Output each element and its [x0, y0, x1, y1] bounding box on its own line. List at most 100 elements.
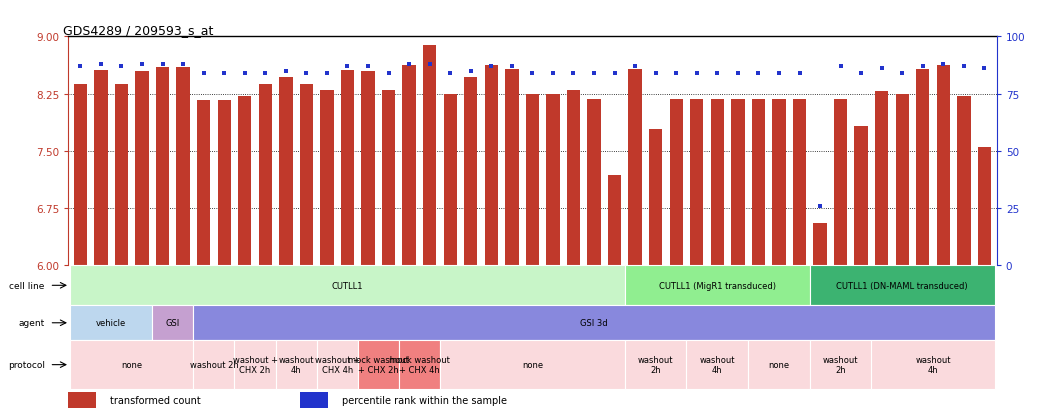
Point	[277, 68, 294, 75]
Point	[380, 71, 397, 77]
Bar	[875, 91, 888, 266]
Bar	[358, 341, 399, 389]
Text: washout
4h: washout 4h	[699, 355, 735, 375]
Bar	[156, 68, 170, 266]
Bar	[135, 71, 149, 266]
Bar	[300, 392, 328, 408]
Point	[709, 71, 726, 77]
Bar	[68, 392, 96, 408]
Text: mock washout
+ CHX 2h: mock washout + CHX 2h	[348, 355, 408, 375]
Text: CUTLL1 (MigR1 transduced): CUTLL1 (MigR1 transduced)	[659, 281, 776, 290]
Bar	[587, 100, 601, 266]
Point	[113, 64, 130, 70]
Text: percentile rank within the sample: percentile rank within the sample	[342, 395, 507, 405]
Bar	[711, 100, 723, 266]
Text: washout 2h: washout 2h	[190, 360, 239, 369]
Bar	[690, 100, 704, 266]
Point	[750, 71, 766, 77]
Bar	[669, 100, 683, 266]
Bar	[464, 78, 477, 266]
Bar	[752, 100, 765, 266]
Point	[360, 64, 377, 70]
Point	[524, 71, 540, 77]
Bar	[341, 71, 354, 266]
Point	[196, 71, 213, 77]
Text: mock washout
+ CHX 4h: mock washout + CHX 4h	[388, 355, 450, 375]
Bar	[152, 305, 194, 341]
Bar	[547, 94, 560, 266]
Text: washout
2h: washout 2h	[638, 355, 673, 375]
Point	[976, 66, 993, 73]
Point	[852, 71, 869, 77]
Point	[565, 71, 582, 77]
Bar	[505, 70, 518, 266]
Point	[339, 64, 356, 70]
Point	[401, 61, 418, 68]
Point	[504, 64, 520, 70]
Point	[832, 64, 849, 70]
Text: washout +
CHX 2h: washout + CHX 2h	[232, 355, 277, 375]
Bar	[625, 341, 687, 389]
Point	[463, 68, 480, 75]
Point	[585, 71, 602, 77]
Point	[606, 71, 623, 77]
Point	[134, 61, 151, 68]
Bar	[916, 70, 930, 266]
Text: CUTLL1 (DN-MAML transduced): CUTLL1 (DN-MAML transduced)	[837, 281, 968, 290]
Bar	[809, 341, 871, 389]
Bar	[399, 341, 440, 389]
Bar	[238, 97, 251, 266]
Bar	[566, 90, 580, 266]
Bar	[440, 341, 625, 389]
Bar	[731, 100, 744, 266]
Bar	[361, 71, 375, 266]
Point	[442, 71, 459, 77]
Bar	[773, 100, 785, 266]
Point	[154, 61, 171, 68]
Bar	[382, 90, 396, 266]
Bar	[871, 341, 995, 389]
Text: none: none	[521, 360, 543, 369]
Point	[92, 61, 109, 68]
Bar	[423, 45, 437, 266]
Bar	[978, 148, 992, 266]
Bar	[235, 341, 275, 389]
Text: transformed count: transformed count	[110, 395, 201, 405]
Point	[811, 203, 828, 210]
Bar	[299, 85, 313, 266]
Text: washout
4h: washout 4h	[279, 355, 314, 375]
Bar	[197, 100, 210, 266]
Point	[237, 71, 253, 77]
Point	[730, 71, 747, 77]
Bar	[649, 130, 663, 266]
Bar	[70, 266, 625, 305]
Bar	[749, 341, 809, 389]
Bar	[444, 94, 456, 266]
Bar	[94, 71, 108, 266]
Bar	[937, 66, 950, 266]
Bar	[218, 100, 231, 266]
Bar	[177, 68, 190, 266]
Text: vehicle: vehicle	[96, 318, 127, 328]
Text: agent: agent	[19, 318, 45, 328]
Bar	[194, 305, 995, 341]
Bar	[833, 100, 847, 266]
Point	[873, 66, 890, 73]
Bar	[814, 223, 827, 266]
Bar	[316, 341, 358, 389]
Bar	[854, 127, 868, 266]
Text: washout
4h: washout 4h	[915, 355, 951, 375]
Point	[216, 71, 232, 77]
Point	[956, 64, 973, 70]
Point	[647, 71, 664, 77]
Bar	[70, 305, 152, 341]
Bar	[608, 175, 621, 266]
Text: GSI 3d: GSI 3d	[580, 318, 608, 328]
Bar	[194, 341, 235, 389]
Bar	[957, 97, 971, 266]
Point	[935, 61, 952, 68]
Point	[257, 71, 273, 77]
Text: GSI: GSI	[165, 318, 180, 328]
Point	[544, 71, 561, 77]
Bar	[687, 341, 749, 389]
